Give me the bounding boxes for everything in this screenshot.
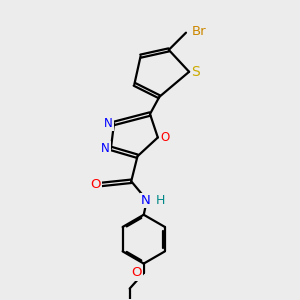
Text: Br: Br xyxy=(192,25,206,38)
Text: S: S xyxy=(192,65,200,79)
Text: N: N xyxy=(101,142,110,155)
Text: O: O xyxy=(160,131,169,144)
Text: H: H xyxy=(156,194,165,207)
Text: N: N xyxy=(141,194,151,207)
Text: O: O xyxy=(91,178,101,191)
Text: N: N xyxy=(104,117,113,130)
Text: O: O xyxy=(132,266,142,280)
